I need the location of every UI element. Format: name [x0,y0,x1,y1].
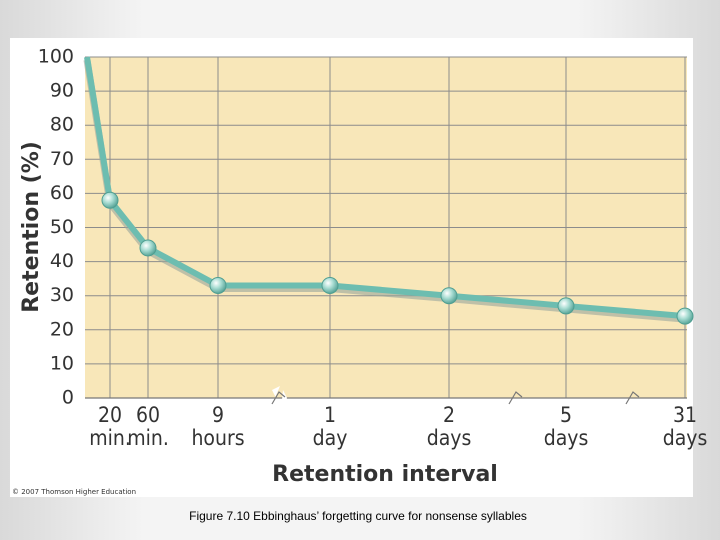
x-tick-label: 9 hours [191,403,245,450]
marker [209,276,227,294]
marker [440,287,458,305]
y-tick-label: 80 [50,114,74,136]
copyright: © 2007 Thomson Higher Education [12,488,136,496]
y-tick-label: 0 [62,387,74,409]
caption: Figure 7.10 Ebbinghaus’ forgetting curve… [189,509,527,523]
break [508,391,523,405]
y-tick-label: 50 [50,216,74,238]
y-tick-label: 100 [38,46,74,68]
y-tick-label: 90 [50,80,74,102]
y-tick-label: 20 [50,318,74,340]
y-axis-title: Retention (%) [19,141,44,313]
y-tick-label: 60 [50,182,74,204]
x-tick-label: 5 days [543,403,589,450]
y-tick-label: 10 [50,352,74,374]
x-tick-label: 2 days [426,403,472,450]
grid [85,56,687,399]
y-tick-label: 70 [50,148,74,170]
y-tick-label: 40 [50,250,74,272]
marker [676,307,694,325]
x-tick-label: 60 min. [127,403,169,450]
series [83,56,694,325]
y-tick-label: 30 [50,284,74,306]
marker [101,191,119,209]
break [625,391,640,405]
x-tick-label: 1 day [312,403,348,450]
x-tick-label: 31 days [662,403,708,450]
marker [557,297,575,315]
x-axis-title: Retention interval [272,462,498,487]
marker [139,239,157,257]
break [271,391,286,405]
line [84,56,686,320]
marker [321,276,339,294]
x-tick-label: 20 min. [89,403,131,450]
axis-breaks [270,386,640,410]
